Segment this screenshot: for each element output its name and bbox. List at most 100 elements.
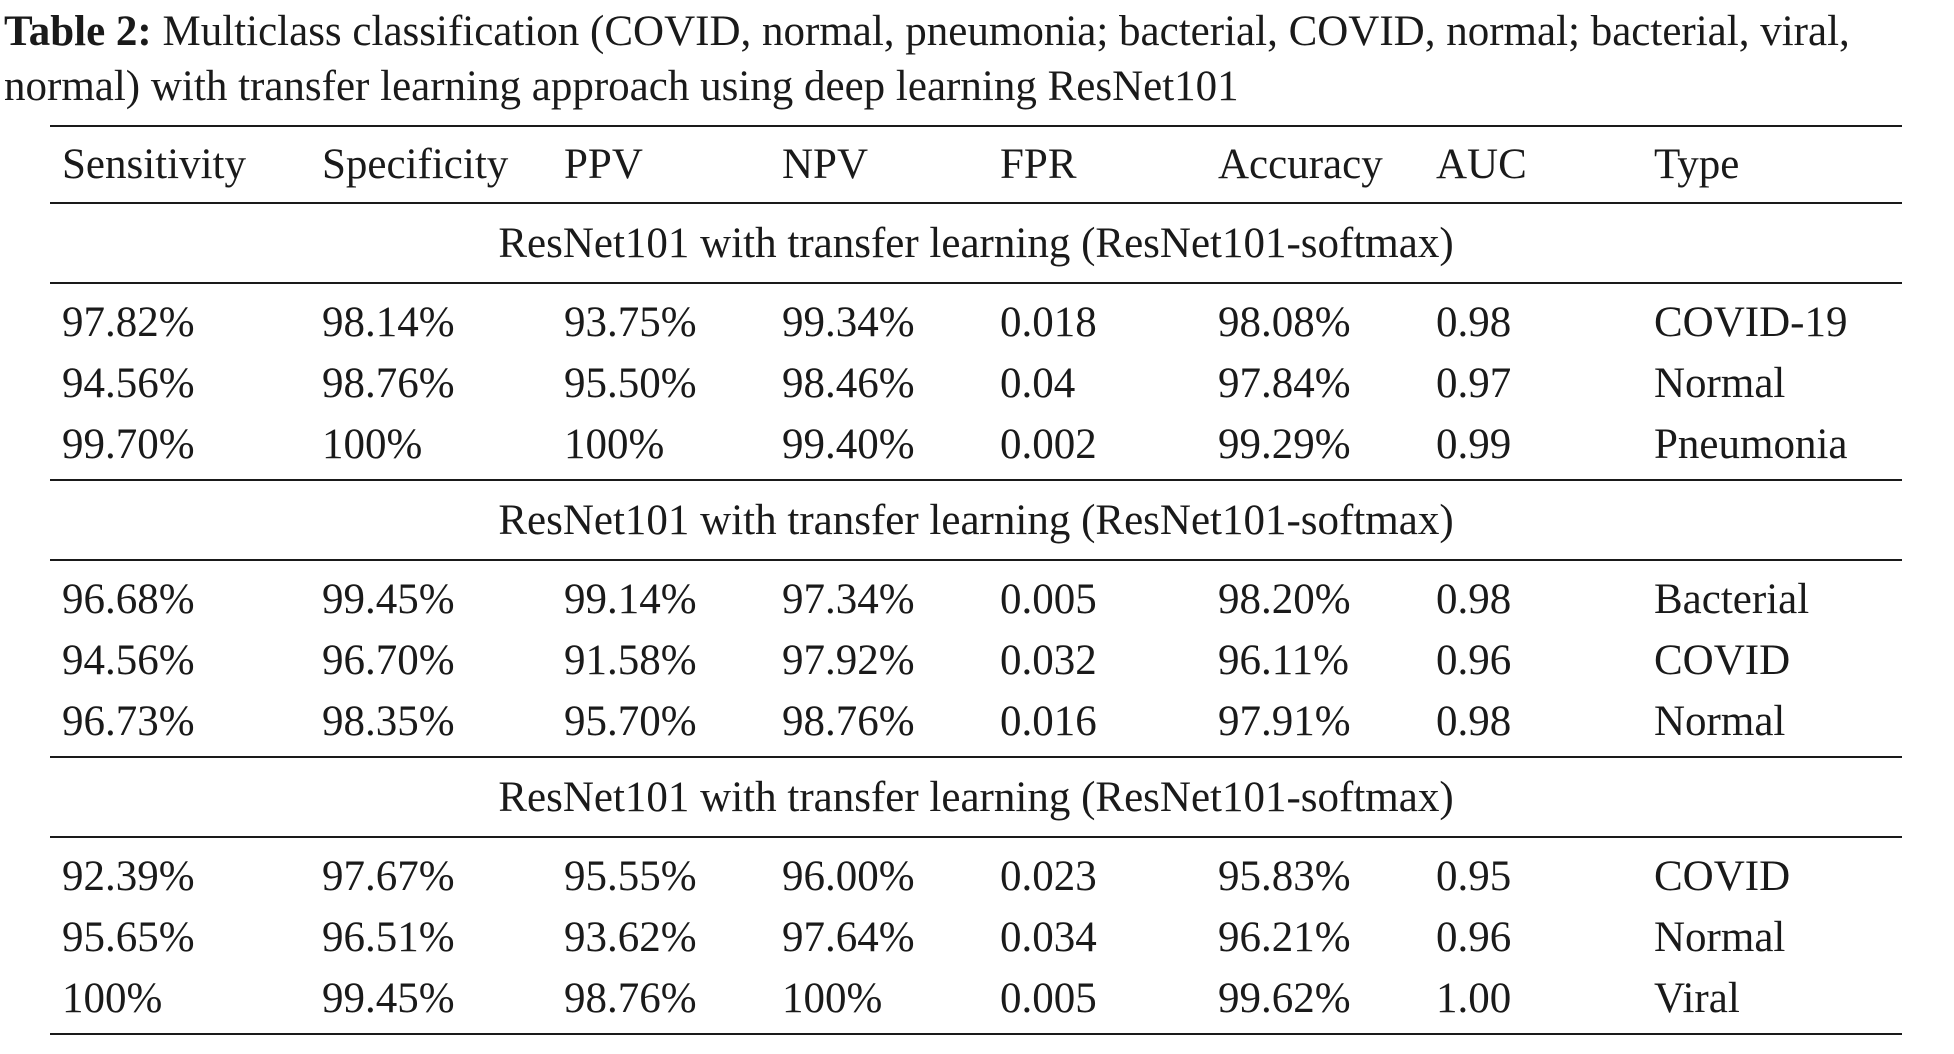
section-title: ResNet101 with transfer learning (ResNet… xyxy=(50,757,1902,838)
table-row: 92.39% 97.67% 95.55% 96.00% 0.023 95.83%… xyxy=(50,837,1902,907)
section-header-row: ResNet101 with transfer learning (ResNet… xyxy=(50,480,1902,561)
cell-npv: 98.76% xyxy=(782,698,915,745)
section-group-2: ResNet101 with transfer learning (ResNet… xyxy=(50,480,1902,757)
header-npv: NPV xyxy=(782,141,869,188)
section-header-row: ResNet101 with transfer learning (ResNet… xyxy=(50,757,1902,838)
cell-specificity: 98.76% xyxy=(322,360,455,407)
cell-ppv: 95.50% xyxy=(564,360,697,407)
cell-sensitivity: 92.39% xyxy=(62,853,195,900)
cell-npv: 98.46% xyxy=(782,360,915,407)
section-header-row: ResNet101 with transfer learning (ResNet… xyxy=(50,203,1902,284)
table-row: 99.70% 100% 100% 99.40% 0.002 99.29% 0.9… xyxy=(50,414,1902,480)
cell-auc: 0.98 xyxy=(1436,576,1512,623)
cell-auc: 0.98 xyxy=(1436,698,1512,745)
table-caption-label: Table 2: xyxy=(4,8,152,55)
cell-fpr: 0.023 xyxy=(1000,853,1097,900)
cell-sensitivity: 95.65% xyxy=(62,914,195,961)
cell-ppv: 91.58% xyxy=(564,637,697,684)
cell-auc: 0.97 xyxy=(1436,360,1512,407)
cell-npv: 97.34% xyxy=(782,576,915,623)
header-fpr: FPR xyxy=(1000,141,1077,188)
header-type: Type xyxy=(1654,141,1740,188)
cell-npv: 97.64% xyxy=(782,914,915,961)
cell-type: COVID xyxy=(1654,853,1791,900)
cell-fpr: 0.016 xyxy=(1000,698,1097,745)
cell-fpr: 0.032 xyxy=(1000,637,1097,684)
section-title: ResNet101 with transfer learning (ResNet… xyxy=(50,480,1902,561)
cell-accuracy: 95.83% xyxy=(1218,853,1351,900)
cell-auc: 0.98 xyxy=(1436,299,1512,346)
cell-specificity: 96.51% xyxy=(322,914,455,961)
table-caption: Table 2: Multiclass classification (COVI… xyxy=(4,4,1950,114)
cell-ppv: 95.70% xyxy=(564,698,697,745)
section-title: ResNet101 with transfer learning (ResNet… xyxy=(50,203,1902,284)
header-specificity: Specificity xyxy=(322,141,509,188)
cell-accuracy: 97.84% xyxy=(1218,360,1351,407)
cell-accuracy: 97.91% xyxy=(1218,698,1351,745)
cell-fpr: 0.005 xyxy=(1000,576,1097,623)
table-caption-text: Multiclass classification (COVID, normal… xyxy=(4,8,1850,110)
section-group-3: ResNet101 with transfer learning (ResNet… xyxy=(50,757,1902,1034)
cell-specificity: 96.70% xyxy=(322,637,455,684)
cell-specificity: 99.45% xyxy=(322,975,455,1022)
cell-npv: 96.00% xyxy=(782,853,915,900)
cell-npv: 99.34% xyxy=(782,299,915,346)
cell-sensitivity: 94.56% xyxy=(62,360,195,407)
cell-ppv: 98.76% xyxy=(564,975,697,1022)
cell-type: Normal xyxy=(1654,360,1786,407)
cell-sensitivity: 96.68% xyxy=(62,576,195,623)
cell-ppv: 95.55% xyxy=(564,853,697,900)
cell-sensitivity: 94.56% xyxy=(62,637,195,684)
cell-fpr: 0.018 xyxy=(1000,299,1097,346)
header-accuracy: Accuracy xyxy=(1218,141,1383,188)
cell-type: Normal xyxy=(1654,698,1786,745)
cell-fpr: 0.002 xyxy=(1000,421,1097,468)
cell-accuracy: 96.11% xyxy=(1218,637,1349,684)
header-auc: AUC xyxy=(1436,141,1527,188)
header-ppv: PPV xyxy=(564,141,643,188)
cell-type: Bacterial xyxy=(1654,576,1810,623)
table-row: 94.56% 98.76% 95.50% 98.46% 0.04 97.84% … xyxy=(50,353,1902,414)
table-row: 100% 99.45% 98.76% 100% 0.005 99.62% 1.0… xyxy=(50,968,1902,1034)
cell-specificity: 98.35% xyxy=(322,698,455,745)
results-table: Sensitivity Specificity PPV NPV FPR Accu… xyxy=(50,125,1902,1035)
cell-auc: 1.00 xyxy=(1436,975,1512,1022)
cell-fpr: 0.034 xyxy=(1000,914,1097,961)
cell-auc: 0.96 xyxy=(1436,637,1512,684)
cell-npv: 99.40% xyxy=(782,421,915,468)
cell-ppv: 100% xyxy=(564,421,665,468)
cell-sensitivity: 96.73% xyxy=(62,698,195,745)
cell-fpr: 0.005 xyxy=(1000,975,1097,1022)
section-group-1: ResNet101 with transfer learning (ResNet… xyxy=(50,203,1902,480)
cell-type: Normal xyxy=(1654,914,1786,961)
cell-npv: 97.92% xyxy=(782,637,915,684)
cell-fpr: 0.04 xyxy=(1000,360,1076,407)
cell-auc: 0.99 xyxy=(1436,421,1512,468)
table-row: 95.65% 96.51% 93.62% 97.64% 0.034 96.21%… xyxy=(50,907,1902,968)
cell-auc: 0.95 xyxy=(1436,853,1512,900)
cell-accuracy: 96.21% xyxy=(1218,914,1351,961)
cell-auc: 0.96 xyxy=(1436,914,1512,961)
cell-type: Viral xyxy=(1654,975,1740,1022)
cell-type: COVID-19 xyxy=(1654,299,1848,346)
cell-accuracy: 99.29% xyxy=(1218,421,1351,468)
cell-specificity: 100% xyxy=(322,421,423,468)
cell-npv: 100% xyxy=(782,975,883,1022)
cell-ppv: 93.75% xyxy=(564,299,697,346)
cell-sensitivity: 99.70% xyxy=(62,421,195,468)
header-sensitivity: Sensitivity xyxy=(62,141,246,188)
cell-ppv: 99.14% xyxy=(564,576,697,623)
table-row: 96.68% 99.45% 99.14% 97.34% 0.005 98.20%… xyxy=(50,560,1902,630)
cell-accuracy: 98.08% xyxy=(1218,299,1351,346)
cell-sensitivity: 100% xyxy=(62,975,163,1022)
cell-specificity: 98.14% xyxy=(322,299,455,346)
header-row: Sensitivity Specificity PPV NPV FPR Accu… xyxy=(50,126,1902,203)
cell-type: COVID xyxy=(1654,637,1791,684)
cell-accuracy: 99.62% xyxy=(1218,975,1351,1022)
cell-accuracy: 98.20% xyxy=(1218,576,1351,623)
table-row: 94.56% 96.70% 91.58% 97.92% 0.032 96.11%… xyxy=(50,630,1902,691)
table-row: 97.82% 98.14% 93.75% 99.34% 0.018 98.08%… xyxy=(50,283,1902,353)
cell-sensitivity: 97.82% xyxy=(62,299,195,346)
cell-specificity: 97.67% xyxy=(322,853,455,900)
cell-specificity: 99.45% xyxy=(322,576,455,623)
